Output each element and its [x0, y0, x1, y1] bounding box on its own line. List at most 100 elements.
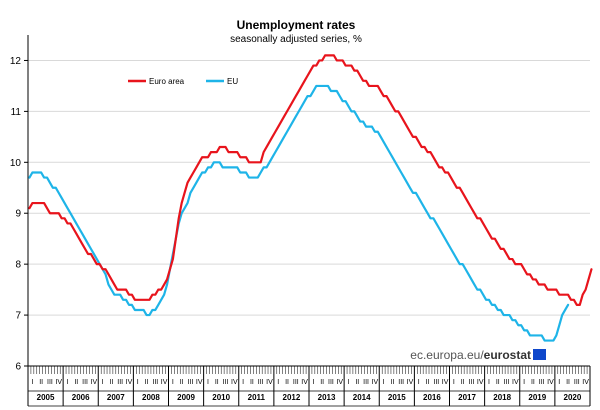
chart-subtitle: seasonally adjusted series, % [230, 34, 362, 45]
quarter-label: III [398, 379, 404, 386]
y-tick-label: 7 [15, 311, 21, 322]
year-label-2006: 2006 [72, 393, 90, 402]
quarter-label: II [320, 379, 324, 386]
legend: Euro area EU [128, 77, 238, 86]
quarter-label: III [47, 379, 53, 386]
year-label-2012: 2012 [283, 393, 301, 402]
quarter-label: IV [512, 379, 519, 386]
year-label-2019: 2019 [528, 393, 546, 402]
quarter-label: IV [442, 379, 449, 386]
quarter-label: II [250, 379, 254, 386]
quarter-label: III [117, 379, 123, 386]
quarter-label: II [39, 379, 43, 386]
quarter-label: II [109, 379, 113, 386]
quarter-label: IV [196, 379, 203, 386]
quarter-label: III [188, 379, 194, 386]
quarter-label: I [312, 379, 314, 386]
quarter-label: II [426, 379, 430, 386]
quarter-label: I [277, 379, 279, 386]
y-tick-label: 6 [15, 362, 21, 373]
quarter-label: III [293, 379, 299, 386]
y-tick-label: 12 [10, 56, 22, 67]
quarter-label: II [531, 379, 535, 386]
quarter-label: IV [266, 379, 273, 386]
quarter-label: IV [372, 379, 379, 386]
quarter-label: I [488, 379, 490, 386]
quarter-label: II [496, 379, 500, 386]
y-axis-labels: 6 7 8 9 10 11 12 [10, 56, 22, 373]
chart-title: Unemployment rates [237, 18, 356, 32]
source-site: ec.europa.eu/ [410, 348, 484, 362]
quarter-label: II [215, 379, 219, 386]
quarter-label: IV [91, 379, 98, 386]
quarter-label: II [145, 379, 149, 386]
quarter-label: I [242, 379, 244, 386]
source-credit: ec.europa.eu/eurostat [410, 348, 546, 362]
quarter-label: IV [231, 379, 238, 386]
year-label-2008: 2008 [142, 393, 160, 402]
quarter-label: I [137, 379, 139, 386]
quarter-label: II [180, 379, 184, 386]
year-label-2007: 2007 [107, 393, 125, 402]
series-layer [28, 54, 593, 342]
quarter-label: I [453, 379, 455, 386]
quarter-label: II [355, 379, 359, 386]
legend-label-eu: EU [227, 77, 238, 86]
quarter-label: I [67, 379, 69, 386]
quarter-label: III [328, 379, 334, 386]
year-label-2009: 2009 [177, 393, 195, 402]
quarter-label: I [558, 379, 560, 386]
quarter-label: III [258, 379, 264, 386]
quarter-label: IV [336, 379, 343, 386]
y-tick-label: 9 [15, 209, 21, 220]
year-label-2005: 2005 [37, 393, 55, 402]
series-line-euro-area [28, 54, 593, 306]
year-label-2014: 2014 [353, 393, 371, 402]
quarter-label: III [574, 379, 580, 386]
year-label-2011: 2011 [248, 393, 266, 402]
quarter-label: IV [407, 379, 414, 386]
legend-label-euro-area: Euro area [149, 77, 185, 86]
y-tick-label: 10 [10, 158, 22, 169]
quarter-label: II [390, 379, 394, 386]
year-label-2017: 2017 [458, 393, 476, 402]
gridlines [24, 35, 590, 367]
quarter-label: III [363, 379, 369, 386]
quarter-label: III [504, 379, 510, 386]
year-label-2020: 2020 [564, 393, 582, 402]
quarter-label: III [433, 379, 439, 386]
quarter-label: I [172, 379, 174, 386]
quarter-label: III [539, 379, 545, 386]
quarter-label: IV [547, 379, 554, 386]
quarter-label: I [102, 379, 104, 386]
source-brand: eurostat [484, 348, 531, 362]
quarter-label: IV [55, 379, 62, 386]
quarter-label: I [523, 379, 525, 386]
quarter-label: I [348, 379, 350, 386]
quarter-label: IV [126, 379, 133, 386]
quarter-label: IV [582, 379, 589, 386]
eu-flag-icon [533, 349, 546, 360]
year-label-2010: 2010 [212, 393, 230, 402]
series-line-eu [28, 84, 570, 342]
year-label-2015: 2015 [388, 393, 406, 402]
quarter-label: I [31, 379, 33, 386]
quarter-label: I [383, 379, 385, 386]
quarter-label: II [285, 379, 289, 386]
quarter-label: III [223, 379, 229, 386]
quarter-label: IV [477, 379, 484, 386]
year-label-2013: 2013 [318, 393, 336, 402]
quarter-label: IV [301, 379, 308, 386]
quarter-label: II [566, 379, 570, 386]
year-label-2016: 2016 [423, 393, 441, 402]
year-label-2018: 2018 [493, 393, 511, 402]
y-tick-label: 8 [15, 260, 21, 271]
quarter-label: I [207, 379, 209, 386]
quarter-label: IV [161, 379, 168, 386]
y-tick-label: 11 [11, 107, 22, 118]
quarter-label: II [74, 379, 78, 386]
quarter-label: III [82, 379, 88, 386]
